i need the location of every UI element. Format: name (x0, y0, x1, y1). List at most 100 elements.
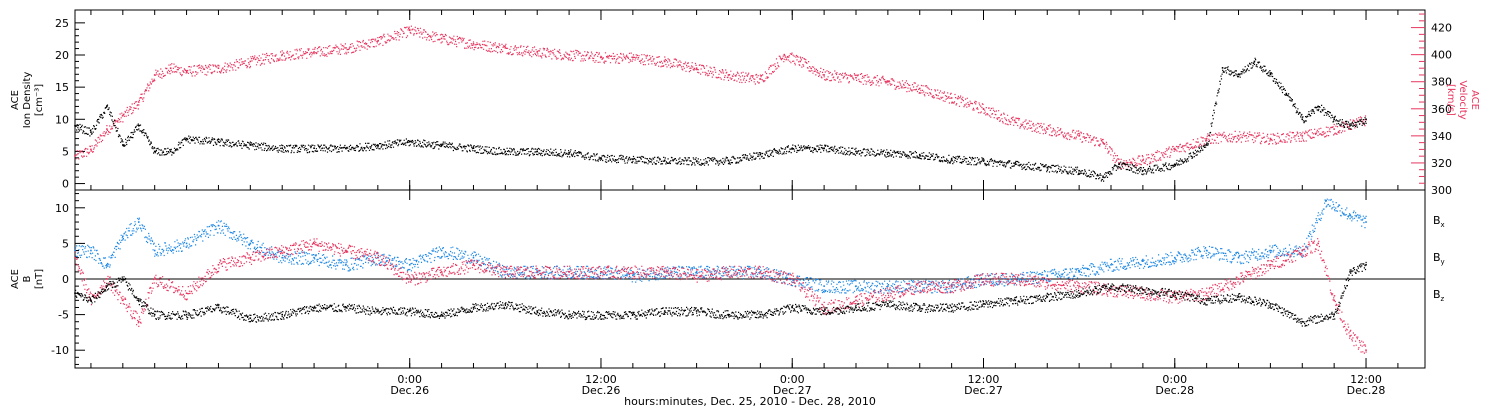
density-point (855, 150, 857, 153)
x-tick-day: Dec.26 (390, 384, 429, 397)
bz-point (137, 320, 140, 323)
by-point (472, 256, 475, 259)
x-tick-time: 0:00 (1162, 373, 1187, 386)
velocity-point (1102, 141, 1104, 144)
bz-point (632, 271, 634, 273)
bx-point (1014, 299, 1017, 302)
density-point (1269, 73, 1272, 76)
mag-title-line3: [nT] (34, 269, 45, 289)
by-point (1365, 221, 1367, 223)
bz-point (1333, 299, 1335, 302)
x-tick-time: 12:00 (585, 373, 617, 386)
velocity-point (472, 43, 475, 45)
bx-point (345, 306, 347, 309)
density-point (1365, 118, 1367, 121)
by-point (137, 221, 140, 223)
by-point (1173, 256, 1176, 259)
mag-title-line2: B (22, 275, 33, 282)
bx-point (1205, 299, 1208, 302)
density-point (982, 160, 985, 162)
density-tick-label: 5 (62, 145, 69, 158)
velocity-point (727, 74, 730, 76)
by-point (106, 263, 108, 266)
velocity-axis: 300 320 340 360 380 400 420 (1411, 13, 1452, 197)
velocity-point (950, 97, 953, 99)
velocity-point (377, 40, 379, 42)
bz-point (918, 285, 921, 287)
bx-point (185, 313, 188, 316)
plasma-panel: 0 5 10 15 20 25 300 320 340 360 380 400 420 ACE Ion… (10, 9, 1480, 197)
velocity-point (982, 107, 985, 110)
bx-point (632, 313, 634, 316)
velocity-point (1142, 159, 1144, 162)
velocity-point (169, 67, 172, 69)
velocity-point (106, 128, 108, 130)
bx-point (950, 306, 953, 309)
legend-bx: Bx (1433, 214, 1445, 229)
bx-point (1078, 292, 1080, 295)
bz-point (727, 271, 730, 273)
bz-point (185, 292, 188, 295)
density-point (106, 105, 108, 108)
velocity-point (1205, 137, 1208, 140)
x-axis-title: hours:minutes, Dec. 25, 2010 - Dec. 28, … (624, 395, 876, 408)
by-point (1142, 260, 1144, 262)
velocity-point (568, 53, 570, 56)
density-tick-label: 15 (55, 81, 69, 94)
density-point (408, 140, 411, 143)
bz-series (74, 238, 1367, 354)
velocity-point (408, 29, 411, 32)
density-point (1301, 118, 1304, 121)
bz-point (887, 292, 889, 295)
density-point (1173, 163, 1176, 166)
legend-bz: Bz (1433, 288, 1445, 303)
bx-point (536, 310, 539, 312)
velocity-point (440, 37, 443, 40)
legend-by: By (1433, 251, 1445, 266)
velocity-point (1333, 128, 1335, 130)
bx-series (74, 261, 1367, 327)
legend-label: B (1433, 214, 1441, 227)
legend-subscript: y (1441, 258, 1445, 266)
bx-point (727, 313, 730, 316)
velocity-point (1118, 162, 1120, 164)
magnetic-axis: -10 -5 0 5 10 (51, 193, 85, 365)
bx-point (695, 310, 698, 312)
x-tick-day: Dec.26 (582, 384, 621, 397)
velocity-point (137, 101, 140, 103)
magnetic-axis-title: ACE B [nT] (10, 269, 45, 289)
x-axis: 0:00Dec.2612:00Dec.260:00Dec.2712:00Dec.… (90, 10, 1399, 397)
bx-point (759, 313, 762, 316)
velocity-tick-label: 340 (1431, 130, 1452, 143)
bx-point (982, 303, 985, 305)
by-point (1349, 214, 1351, 216)
bz-point (1110, 288, 1112, 291)
density-point (153, 150, 156, 153)
velocity-point (345, 47, 347, 49)
density-point (217, 140, 220, 143)
density-point (536, 150, 539, 153)
velocity-point (504, 47, 507, 49)
bx-point (1110, 285, 1112, 287)
velocity-tick-label: 300 (1431, 184, 1452, 197)
density-point (440, 144, 443, 146)
bx-point (1142, 288, 1144, 291)
bx-point (855, 306, 857, 309)
by-point (1237, 256, 1240, 259)
density-point (1333, 118, 1335, 121)
bz-point (1349, 335, 1351, 337)
bx-point (122, 278, 124, 280)
bx-point (217, 306, 220, 309)
bz-point (313, 242, 315, 245)
velocity-point (799, 60, 802, 63)
density-point (137, 124, 140, 127)
by-point (695, 271, 698, 273)
density-point (90, 131, 92, 133)
by-point (887, 285, 889, 287)
bx-point (568, 313, 570, 316)
velocity-title-line2: Velocity (1457, 80, 1468, 119)
velocity-point (281, 53, 284, 56)
by-point (249, 242, 252, 245)
bz-point (74, 256, 76, 259)
